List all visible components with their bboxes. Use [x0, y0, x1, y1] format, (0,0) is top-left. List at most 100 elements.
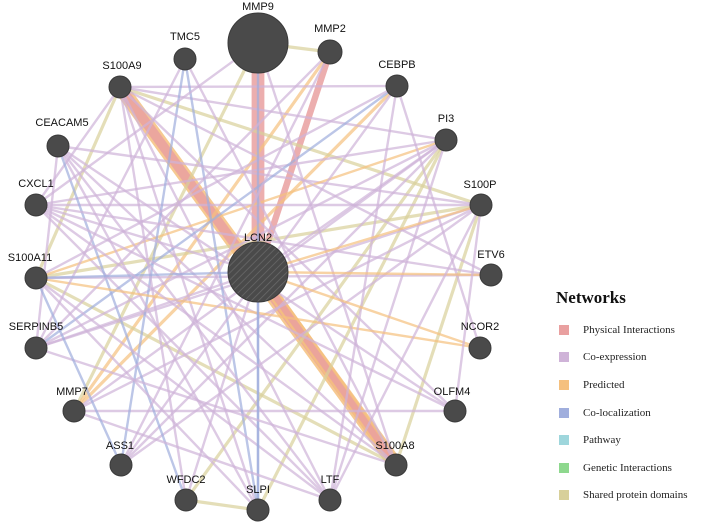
edge-lcn2-etv6[interactable]: [257, 270, 492, 277]
legend-item[interactable]: Shared protein domains: [556, 482, 687, 510]
edge-ceacam5-s100p[interactable]: [57, 144, 482, 207]
node-label: LTF: [321, 474, 340, 486]
edge-lcn2-wfdc2[interactable]: [184, 271, 260, 501]
node-s100a8[interactable]: S100A8: [375, 440, 415, 477]
edge-cxcl1-s100a8[interactable]: [35, 204, 397, 466]
node-circle[interactable]: [24, 266, 48, 290]
node-slpi[interactable]: SLPI: [246, 484, 270, 522]
node-s100a9[interactable]: S100A9: [102, 60, 142, 99]
node-label: SLPI: [246, 484, 270, 496]
node-circle[interactable]: [469, 193, 493, 217]
node-serpinb5[interactable]: SERPINB5: [9, 321, 63, 360]
legend-item[interactable]: Co-expression: [556, 344, 687, 372]
edge-lcn2-ncor2[interactable]: [257, 270, 481, 350]
edge-mmp2-ass1[interactable]: [119, 51, 332, 466]
node-olfm4[interactable]: OLFM4: [434, 386, 471, 423]
edge-wfdc2-slpi[interactable]: [185, 498, 259, 512]
edge-wfdc2-ceacam5[interactable]: [56, 145, 188, 501]
edge-ass1-s100a11[interactable]: [34, 277, 123, 466]
edge-wfdc2-pi3[interactable]: [184, 139, 448, 501]
nodes-layer: MMP9 TMC5 MMP2 S100A9 CEBPB CEACAM5 PI3 CXCL1 S1…: [8, 1, 505, 522]
edge-ltf-s100a11[interactable]: [35, 277, 331, 501]
edge-cxcl1-pi3[interactable]: [35, 138, 447, 207]
node-cxcl1[interactable]: CXCL1: [18, 178, 54, 217]
edge-ceacam5-serpinb5[interactable]: [34, 145, 60, 349]
edge-etv6-cxcl1[interactable]: [35, 203, 492, 277]
edge-wfdc2-s100a9[interactable]: [118, 86, 188, 501]
legend-item[interactable]: Predicted: [556, 371, 687, 399]
edge-etv6-s100a9[interactable]: [119, 85, 492, 277]
edge-lcn2-cxcl1[interactable]: [35, 203, 259, 274]
node-circle[interactable]: [443, 399, 467, 423]
edge-lcn2-s100p[interactable]: [257, 203, 482, 274]
node-s100p[interactable]: S100P: [463, 179, 497, 217]
node-circle[interactable]: [468, 336, 492, 360]
node-ceacam5[interactable]: CEACAM5: [35, 117, 89, 158]
edge-lcn2-s100a11[interactable]: [35, 270, 259, 280]
node-ass1[interactable]: ASS1: [106, 440, 134, 477]
edge-serpinb5-cebpb[interactable]: [35, 85, 398, 349]
edge-mmp9-s100a8[interactable]: [256, 42, 398, 466]
node-circle[interactable]: [479, 263, 503, 287]
node-circle[interactable]: [108, 75, 132, 99]
node-circle[interactable]: [62, 399, 86, 423]
edge-cebpb-ltf[interactable]: [328, 85, 399, 501]
edge-slpi-ceacam5[interactable]: [56, 145, 260, 511]
node-label: MMP7: [56, 386, 88, 398]
edge-mmp9-cxcl1[interactable]: [35, 42, 259, 206]
node-circle[interactable]: [385, 74, 409, 98]
node-cebpb[interactable]: CEBPB: [378, 59, 416, 98]
node-etv6[interactable]: ETV6: [477, 249, 505, 287]
edge-s100p-olfm4[interactable]: [453, 204, 483, 412]
edge-ltf-pi3[interactable]: [328, 139, 448, 501]
node-circle[interactable]: [24, 193, 48, 217]
legend-item[interactable]: Co-localization: [556, 399, 687, 427]
node-circle[interactable]: [384, 453, 408, 477]
edge-tmc5-serpinb5[interactable]: [34, 58, 187, 349]
edge-s100a9-cxcl1[interactable]: [35, 86, 121, 206]
node-label: SERPINB5: [9, 321, 63, 333]
node-circle[interactable]: [174, 488, 198, 512]
edge-lcn2-s100a8[interactable]: [255, 270, 399, 467]
legend-swatch: [559, 435, 569, 446]
node-circle[interactable]: [227, 241, 289, 303]
node-circle[interactable]: [227, 12, 289, 74]
edge-mmp7-ltf[interactable]: [73, 409, 331, 502]
node-mmp9[interactable]: MMP9: [227, 1, 289, 74]
legend-label: Genetic Interactions: [583, 461, 672, 474]
edge-cebpb-mmp7[interactable]: [72, 84, 399, 413]
edge-s100a11-slpi[interactable]: [35, 277, 259, 511]
edge-ass1-pi3[interactable]: [120, 139, 447, 466]
node-tmc5[interactable]: TMC5: [170, 31, 200, 71]
legend-item[interactable]: Pathway: [556, 426, 687, 454]
node-ltf[interactable]: LTF: [318, 474, 342, 512]
edge-s100p-ltf[interactable]: [328, 204, 483, 501]
node-ncor2[interactable]: NCOR2: [461, 321, 500, 360]
edge-s100a9-s100p[interactable]: [119, 85, 482, 207]
edge-s100a9-pi3[interactable]: [119, 85, 447, 142]
legend-item[interactable]: Physical Interactions: [556, 316, 687, 344]
edge-serpinb5-pi3[interactable]: [35, 138, 447, 350]
node-circle[interactable]: [246, 498, 270, 522]
legend-swatch: [559, 324, 569, 335]
node-wfdc2[interactable]: WFDC2: [166, 474, 206, 512]
node-s100a11[interactable]: S100A11: [8, 252, 52, 290]
legend-item[interactable]: Genetic Interactions: [556, 454, 687, 482]
node-circle[interactable]: [173, 47, 197, 71]
node-circle[interactable]: [317, 39, 343, 65]
node-circle[interactable]: [318, 488, 342, 512]
edge-mmp2-serpinb5[interactable]: [35, 51, 331, 349]
node-mmp7[interactable]: MMP7: [56, 386, 88, 423]
node-circle[interactable]: [434, 128, 458, 152]
edge-lcn2-serpinb5[interactable]: [35, 270, 259, 350]
node-mmp2[interactable]: MMP2: [314, 23, 346, 65]
node-circle[interactable]: [46, 134, 70, 158]
edge-olfm4-s100a9[interactable]: [119, 86, 456, 412]
node-pi3[interactable]: PI3: [434, 113, 458, 152]
node-circle[interactable]: [24, 336, 48, 360]
edge-cebpb-s100a11[interactable]: [35, 84, 398, 280]
edge-serpinb5-s100a8[interactable]: [35, 346, 397, 467]
node-lcn2[interactable]: LCN2: [227, 232, 289, 303]
node-circle[interactable]: [109, 453, 133, 477]
